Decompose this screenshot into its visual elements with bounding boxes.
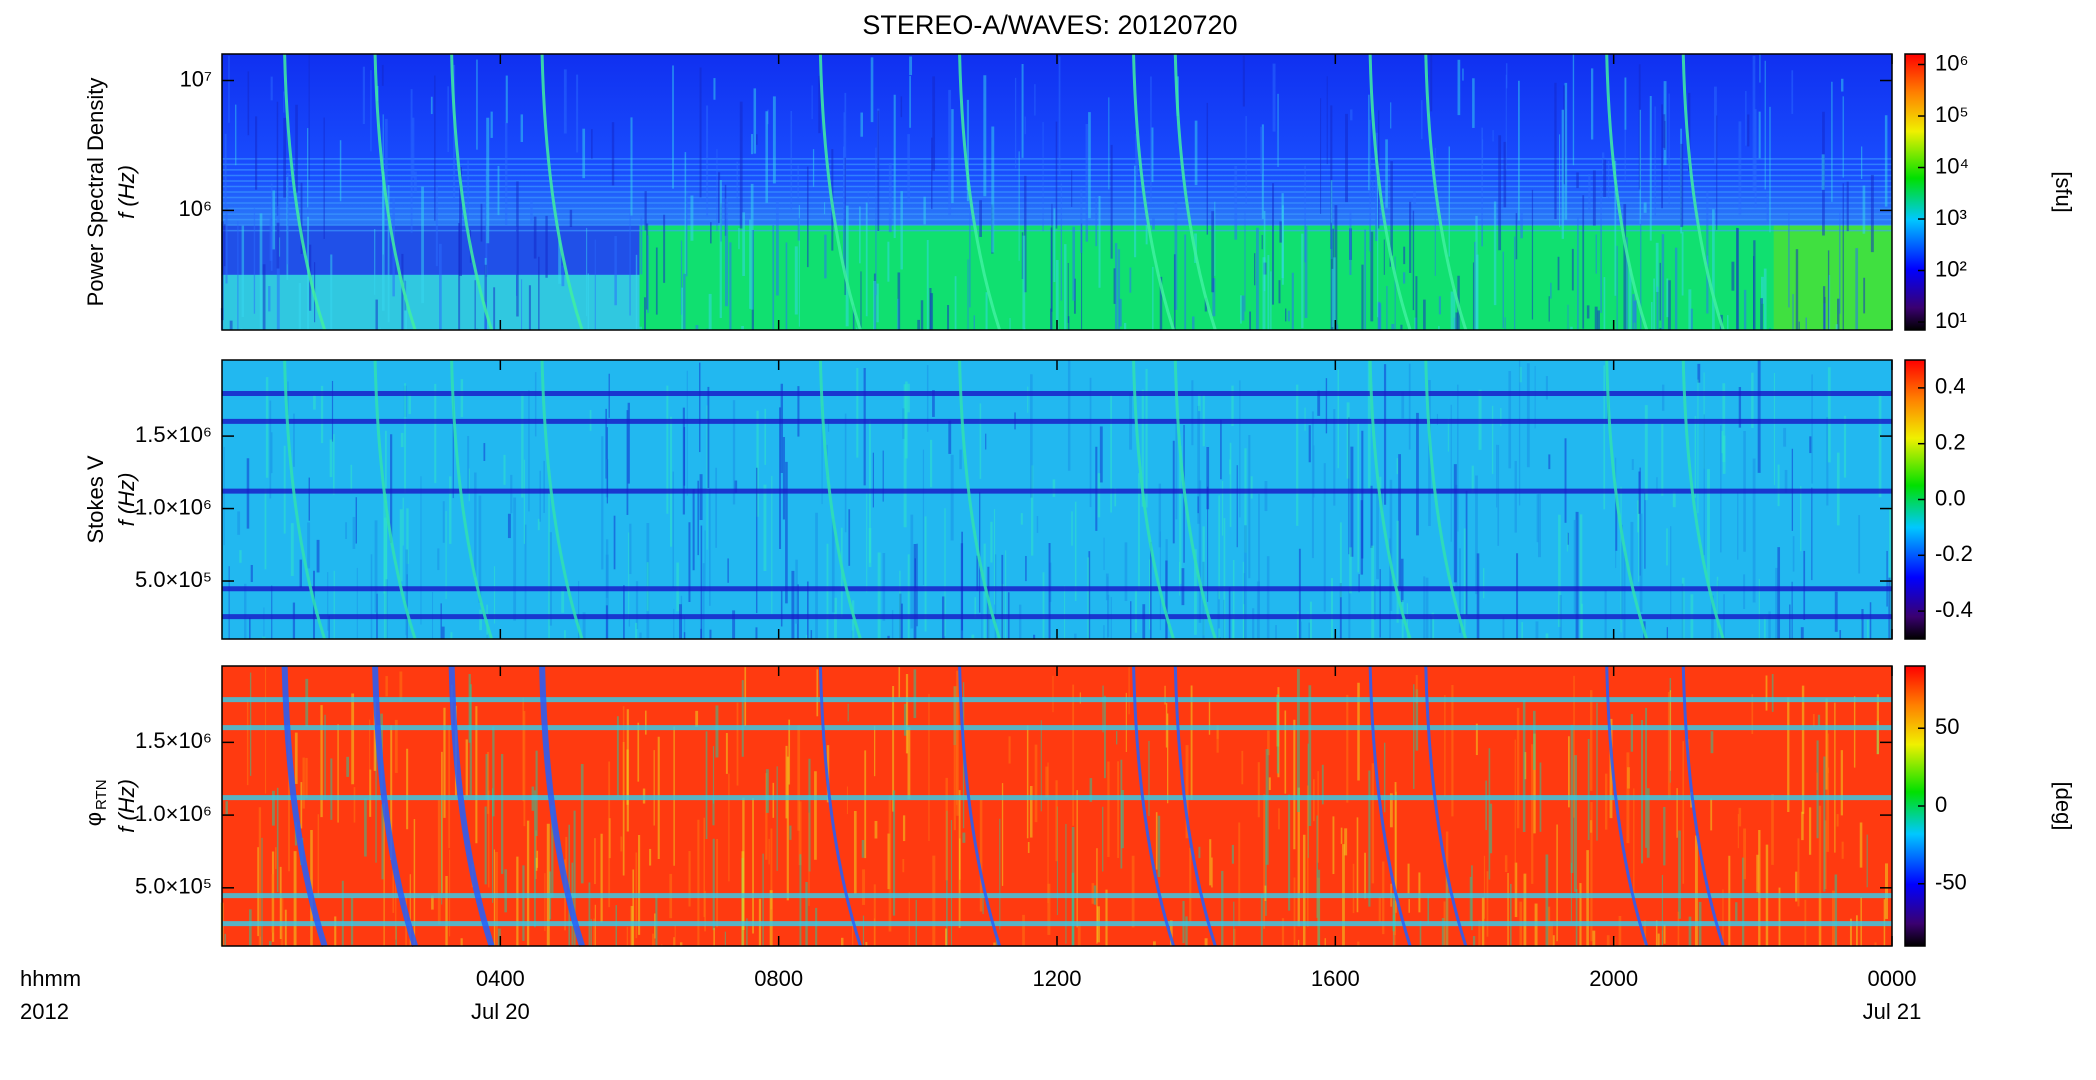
burst (373, 53, 417, 331)
burst (1681, 53, 1725, 331)
burst (450, 359, 494, 640)
spectrogram-image (220, 665, 1892, 947)
colorbar-label: [sfu] (2051, 171, 2076, 213)
colorbar-tick-label: -50 (1935, 870, 1967, 895)
x-date-label: Jul 20 (471, 999, 530, 1024)
colorbar-tick-label: 10² (1935, 256, 1967, 281)
burst (958, 665, 1002, 947)
x-tick-label: 0400 (476, 966, 525, 991)
y-tick-label: 5.0×10⁵ (135, 567, 212, 592)
chart-title: STEREO-A/WAVES: 20120720 (862, 10, 1237, 40)
year-label: 2012 (20, 999, 69, 1024)
y-tick-label: 10⁶ (178, 196, 212, 221)
burst (283, 359, 327, 640)
burst (818, 665, 862, 947)
spectrogram-image (220, 53, 1894, 331)
burst (373, 359, 417, 640)
burst (1681, 665, 1725, 947)
x-date-label: Jul 21 (1863, 999, 1922, 1024)
burst (1368, 53, 1412, 331)
burst (958, 359, 1002, 640)
burst (1173, 53, 1217, 331)
x-tick-label: 0800 (754, 966, 803, 991)
burst (283, 53, 327, 331)
burst (1132, 359, 1175, 640)
colorbar-tick-label: -0.4 (1935, 597, 1973, 622)
burst (1173, 359, 1217, 640)
burst (1605, 359, 1649, 640)
colorbar-tick-label: 50 (1935, 714, 1959, 739)
colorbar-tick-label: 10³ (1935, 205, 1967, 230)
y-axis-unit: f (Hz) (114, 165, 139, 219)
burst (818, 359, 862, 640)
y-axis-label-subscript: RTN (93, 779, 110, 810)
burst (1132, 53, 1175, 331)
burst (1368, 359, 1412, 640)
burst (1681, 359, 1725, 640)
colorbar-tick-label: 0.4 (1935, 374, 1966, 399)
x-tick-label: 2000 (1589, 966, 1638, 991)
y-axis-label: Power Spectral Density (83, 78, 108, 307)
colorbar-tick-label: 0.0 (1935, 485, 1966, 510)
burst (1424, 359, 1468, 640)
burst (1173, 665, 1217, 947)
y-tick-label: 1.5×10⁶ (135, 728, 212, 753)
burst (1424, 53, 1468, 331)
spectrogram-image (222, 359, 1892, 640)
burst (1132, 665, 1175, 947)
burst (1605, 665, 1649, 947)
y-axis-unit: f (Hz) (114, 473, 139, 527)
panel-bg (1773, 225, 1892, 330)
y-axis-label: φ (81, 812, 106, 826)
burst (1368, 665, 1412, 947)
colorbar (1904, 53, 1926, 331)
y-tick-label: 1.0×10⁶ (135, 494, 212, 519)
colorbar-tick-label: 10⁴ (1935, 153, 1969, 178)
burst (540, 53, 584, 331)
colorbar-label: [deg] (2051, 782, 2076, 831)
burst (448, 665, 495, 947)
colorbar-tick-label: -0.2 (1935, 541, 1973, 566)
colorbar-tick-label: 0 (1935, 792, 1947, 817)
panel-bg (639, 225, 1892, 330)
burst (281, 665, 328, 947)
burst (958, 53, 1002, 331)
colorbar-tick-label: 10⁵ (1935, 102, 1969, 127)
x-tick-label: 0000 (1868, 966, 1917, 991)
panel-bg (222, 360, 1892, 639)
y-tick-label: 5.0×10⁵ (135, 874, 212, 899)
y-tick-label: 1.0×10⁶ (135, 801, 212, 826)
burst (1424, 665, 1468, 947)
colorbar-tick-label: 10¹ (1935, 308, 1967, 333)
x-tick-label: 1200 (1033, 966, 1082, 991)
burst (818, 53, 862, 331)
burst (450, 53, 494, 331)
y-axis-label: Stokes V (83, 455, 108, 543)
panel-bg (222, 274, 640, 330)
burst (539, 665, 585, 947)
burst (540, 359, 584, 640)
y-axis-unit: f (Hz) (114, 779, 139, 833)
y-tick-label: 1.5×10⁶ (135, 422, 212, 447)
burst (1605, 53, 1649, 331)
x-axis-label: hhmm (20, 966, 81, 991)
burst (372, 665, 418, 947)
y-tick-label: 10⁷ (180, 66, 212, 91)
colorbar-tick-label: 0.2 (1935, 430, 1966, 455)
x-tick-label: 1600 (1311, 966, 1360, 991)
colorbar-tick-label: 10⁶ (1935, 50, 1969, 75)
